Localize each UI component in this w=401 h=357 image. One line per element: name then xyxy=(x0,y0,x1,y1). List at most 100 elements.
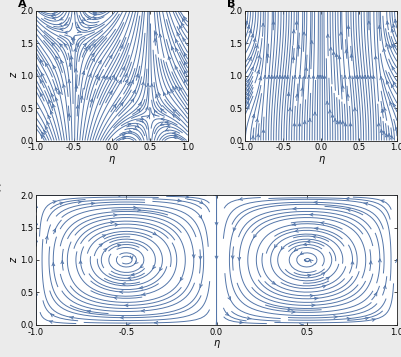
FancyArrowPatch shape xyxy=(102,235,105,237)
FancyArrowPatch shape xyxy=(167,125,170,128)
FancyArrowPatch shape xyxy=(173,136,176,139)
FancyArrowPatch shape xyxy=(64,44,67,47)
FancyArrowPatch shape xyxy=(140,119,143,122)
FancyArrowPatch shape xyxy=(254,235,256,238)
FancyArrowPatch shape xyxy=(140,265,143,268)
FancyArrowPatch shape xyxy=(251,136,254,139)
FancyArrowPatch shape xyxy=(275,75,278,79)
FancyArrowPatch shape xyxy=(381,109,384,112)
FancyArrowPatch shape xyxy=(159,34,162,37)
FancyArrowPatch shape xyxy=(119,80,121,84)
FancyArrowPatch shape xyxy=(136,74,139,77)
FancyArrowPatch shape xyxy=(154,39,156,42)
FancyArrowPatch shape xyxy=(367,75,369,79)
FancyArrowPatch shape xyxy=(181,23,184,26)
FancyArrowPatch shape xyxy=(60,44,63,47)
FancyArrowPatch shape xyxy=(51,314,54,317)
FancyArrowPatch shape xyxy=(69,63,72,66)
FancyArrowPatch shape xyxy=(35,239,37,242)
FancyArrowPatch shape xyxy=(55,87,58,91)
FancyArrowPatch shape xyxy=(93,11,96,14)
FancyArrowPatch shape xyxy=(50,321,53,323)
FancyArrowPatch shape xyxy=(168,56,171,60)
FancyArrowPatch shape xyxy=(105,76,107,80)
FancyArrowPatch shape xyxy=(53,12,55,15)
FancyArrowPatch shape xyxy=(246,92,249,96)
FancyArrowPatch shape xyxy=(87,310,91,313)
FancyArrowPatch shape xyxy=(45,126,48,130)
FancyArrowPatch shape xyxy=(74,48,77,51)
FancyArrowPatch shape xyxy=(70,316,73,319)
FancyArrowPatch shape xyxy=(347,317,350,320)
FancyArrowPatch shape xyxy=(298,123,301,126)
FancyArrowPatch shape xyxy=(262,24,264,26)
FancyArrowPatch shape xyxy=(77,30,81,33)
FancyArrowPatch shape xyxy=(123,132,126,135)
FancyArrowPatch shape xyxy=(81,20,84,23)
FancyArrowPatch shape xyxy=(358,75,361,79)
FancyArrowPatch shape xyxy=(184,53,187,56)
FancyArrowPatch shape xyxy=(53,65,56,69)
FancyArrowPatch shape xyxy=(286,75,289,79)
FancyArrowPatch shape xyxy=(314,201,317,204)
FancyArrowPatch shape xyxy=(246,97,249,100)
FancyArrowPatch shape xyxy=(75,69,77,72)
FancyArrowPatch shape xyxy=(90,99,93,102)
FancyArrowPatch shape xyxy=(301,87,304,91)
FancyArrowPatch shape xyxy=(65,31,67,34)
FancyArrowPatch shape xyxy=(252,115,255,118)
FancyArrowPatch shape xyxy=(35,222,37,225)
FancyArrowPatch shape xyxy=(273,75,275,79)
FancyArrowPatch shape xyxy=(183,38,186,41)
FancyArrowPatch shape xyxy=(245,21,248,24)
FancyArrowPatch shape xyxy=(374,56,377,59)
FancyArrowPatch shape xyxy=(249,57,251,61)
FancyArrowPatch shape xyxy=(171,47,174,50)
FancyArrowPatch shape xyxy=(123,137,126,140)
FancyArrowPatch shape xyxy=(128,82,130,86)
FancyArrowPatch shape xyxy=(344,75,346,79)
FancyArrowPatch shape xyxy=(259,77,262,80)
FancyArrowPatch shape xyxy=(274,245,277,248)
FancyArrowPatch shape xyxy=(127,323,130,326)
FancyArrowPatch shape xyxy=(180,277,183,281)
FancyArrowPatch shape xyxy=(83,44,87,46)
FancyArrowPatch shape xyxy=(68,114,71,117)
FancyArrowPatch shape xyxy=(344,123,347,126)
FancyArrowPatch shape xyxy=(117,244,120,247)
FancyArrowPatch shape xyxy=(292,223,296,226)
FancyArrowPatch shape xyxy=(109,91,112,94)
FancyArrowPatch shape xyxy=(166,128,169,131)
FancyArrowPatch shape xyxy=(257,70,259,74)
FancyArrowPatch shape xyxy=(178,199,181,202)
FancyArrowPatch shape xyxy=(272,281,275,284)
FancyArrowPatch shape xyxy=(125,74,127,77)
FancyArrowPatch shape xyxy=(354,75,356,79)
FancyArrowPatch shape xyxy=(281,75,284,79)
FancyArrowPatch shape xyxy=(41,73,44,76)
FancyArrowPatch shape xyxy=(253,39,256,42)
FancyArrowPatch shape xyxy=(161,118,164,120)
FancyArrowPatch shape xyxy=(312,75,315,79)
FancyArrowPatch shape xyxy=(305,67,308,71)
FancyArrowPatch shape xyxy=(394,20,397,23)
FancyArrowPatch shape xyxy=(173,87,176,90)
FancyArrowPatch shape xyxy=(393,82,396,85)
FancyArrowPatch shape xyxy=(172,115,176,117)
FancyArrowPatch shape xyxy=(186,196,189,198)
FancyArrowPatch shape xyxy=(61,60,63,64)
FancyArrowPatch shape xyxy=(41,135,44,139)
FancyArrowPatch shape xyxy=(133,90,135,94)
FancyArrowPatch shape xyxy=(281,246,284,250)
FancyArrowPatch shape xyxy=(246,84,249,87)
FancyArrowPatch shape xyxy=(51,111,53,114)
FancyArrowPatch shape xyxy=(347,26,350,29)
FancyArrowPatch shape xyxy=(76,43,79,46)
FancyArrowPatch shape xyxy=(319,75,322,79)
FancyArrowPatch shape xyxy=(246,80,249,83)
FancyArrowPatch shape xyxy=(377,123,380,126)
FancyArrowPatch shape xyxy=(89,74,91,77)
FancyArrowPatch shape xyxy=(383,49,385,52)
FancyArrowPatch shape xyxy=(59,23,62,26)
FancyArrowPatch shape xyxy=(310,41,313,44)
